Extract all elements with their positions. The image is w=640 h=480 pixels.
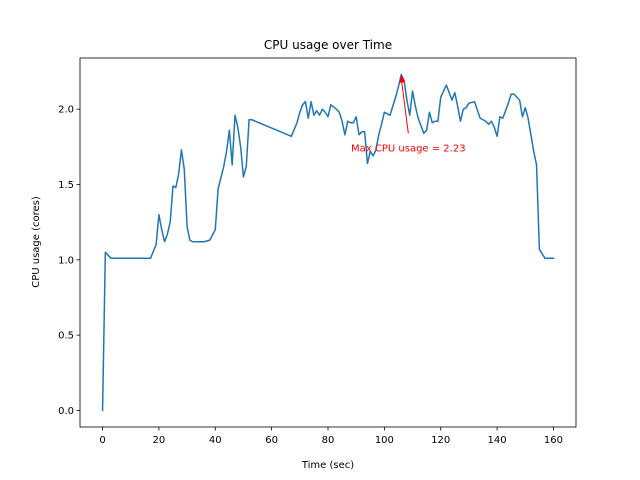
y-tick-label: 2.0 xyxy=(58,105,74,116)
annotation-arrow-shaft xyxy=(400,78,409,134)
x-tick-label: 60 xyxy=(265,435,278,446)
x-tick-label: 80 xyxy=(322,435,335,446)
x-tick-label: 120 xyxy=(431,435,450,446)
y-tick-label: 0.0 xyxy=(58,406,74,417)
annotation-arrow-head xyxy=(399,74,406,83)
annotation-label: Max CPU usage = 2.23 xyxy=(351,143,466,154)
y-tick-label: 1.5 xyxy=(58,180,74,191)
x-tick-label: 20 xyxy=(153,435,166,446)
x-tick-label: 140 xyxy=(488,435,507,446)
x-tick-label: 0 xyxy=(99,435,105,446)
x-tick-label: 100 xyxy=(375,435,394,446)
x-tick-label: 40 xyxy=(209,435,222,446)
y-tick-label: 1.0 xyxy=(58,255,74,266)
chart-title: CPU usage over Time xyxy=(264,38,392,52)
x-axis-ticks: 0 20 40 60 80 100 120 140 160 xyxy=(99,427,563,446)
y-tick-label: 0.5 xyxy=(58,331,74,342)
x-tick-label: 160 xyxy=(544,435,563,446)
series-line-0 xyxy=(101,73,555,412)
x-axis-title: Time (sec) xyxy=(301,460,354,471)
y-axis-ticks: 0.0 0.5 1.0 1.5 2.0 xyxy=(58,105,80,417)
y-axis-title: CPU usage (cores) xyxy=(31,196,42,288)
